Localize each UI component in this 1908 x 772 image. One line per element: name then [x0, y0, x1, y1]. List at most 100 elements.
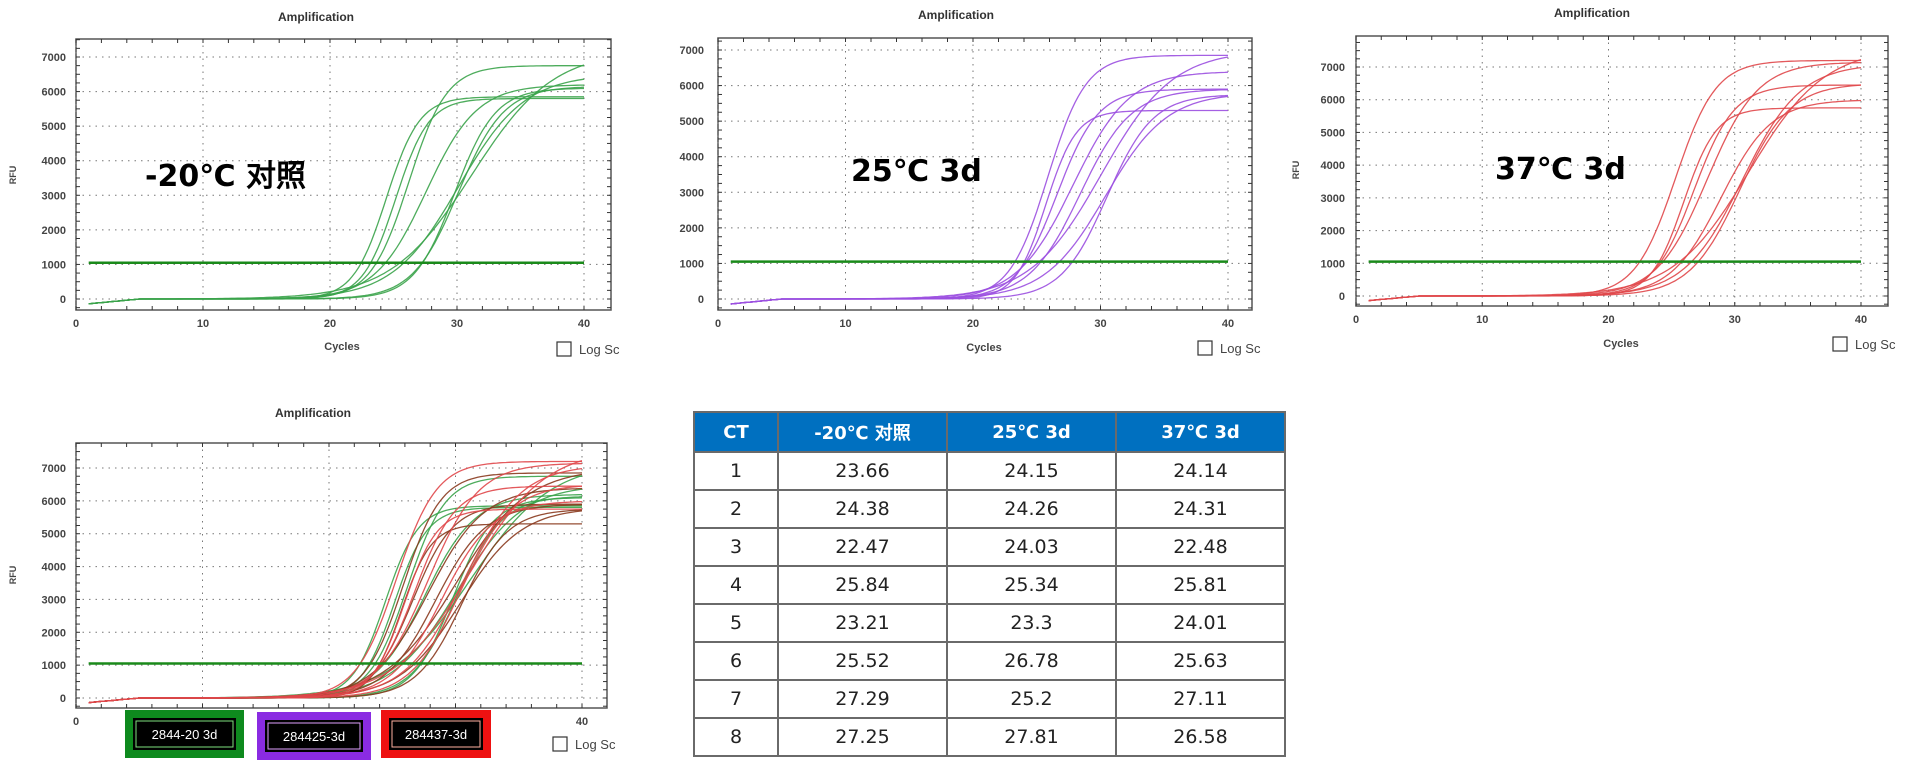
y-tick-label: 2000: [42, 225, 66, 237]
table-cell: 1: [693, 451, 779, 491]
y-tick-label: 1000: [680, 258, 704, 270]
y-tick-label: 3000: [1321, 193, 1345, 205]
table-cell: 25.34: [946, 565, 1117, 605]
y-tick-label: 5000: [42, 529, 66, 541]
table-cell: 25.84: [777, 565, 948, 605]
ct-table: CT -20℃ 对照 25℃ 3d 37℃ 3d 1 23.66 24.15 24.1…: [693, 411, 1286, 757]
table-row: 7 27.29 25.2 27.11: [693, 679, 1286, 719]
y-tick-label: 0: [60, 294, 66, 306]
y-tick-label: 6000: [680, 81, 704, 93]
table-cell: 24.26: [946, 489, 1117, 529]
x-tick-label: 0: [73, 318, 79, 330]
x-tick-label: 10: [839, 318, 851, 330]
legend-inner-border: [391, 720, 481, 748]
x-tick-label: 0: [715, 318, 721, 330]
log-scale-checkbox[interactable]: Log Sc: [556, 341, 620, 357]
y-tick-label: 5000: [42, 121, 66, 133]
x-tick-label: 40: [578, 318, 590, 330]
chart-title: Amplification: [918, 8, 994, 22]
log-scale-label: Log Sc: [1855, 337, 1896, 352]
amplification-curve: [88, 467, 583, 704]
x-tick-label: 10: [197, 318, 209, 330]
y-tick-label: 0: [60, 693, 66, 705]
checkbox-box[interactable]: [552, 736, 568, 752]
table-cell: 23.3: [946, 603, 1117, 643]
y-tick-label: 4000: [680, 152, 704, 164]
table-cell: 4: [693, 565, 779, 605]
x-axis-label: Cycles: [324, 341, 359, 353]
log-scale-label: Log Sc: [575, 737, 616, 752]
x-tick-label: 40: [576, 716, 588, 728]
table-cell: 25.2: [946, 679, 1117, 719]
table-cell: 22.48: [1115, 527, 1286, 567]
amplification-chart: Amplification 0 1000 2000 3000 4000 5000 6000 70…: [1291, 6, 1896, 352]
log-scale-checkbox[interactable]: Log Sc: [552, 736, 616, 752]
table-cell: 24.01: [1115, 603, 1286, 643]
amplification-curve: [1368, 66, 1862, 302]
amplification-curve: [88, 86, 585, 305]
x-tick-label: 20: [1602, 314, 1614, 326]
x-axis-label: Cycles: [966, 342, 1001, 354]
x-tick-label: 20: [967, 318, 979, 330]
table-cell: 3: [693, 527, 779, 567]
log-scale-checkbox[interactable]: Log Sc: [1832, 336, 1896, 352]
y-tick-label: 7000: [680, 45, 704, 57]
y-tick-label: 5000: [1321, 127, 1345, 139]
y-tick-label: 7000: [42, 52, 66, 64]
log-scale-label: Log Sc: [579, 342, 620, 357]
table-cell: 27.25: [777, 717, 948, 757]
table-cell: 25.52: [777, 641, 948, 681]
checkbox-box[interactable]: [556, 341, 572, 357]
table-cell: 24.38: [777, 489, 948, 529]
x-tick-label: 0: [73, 716, 79, 728]
y-tick-label: 6000: [42, 87, 66, 99]
y-tick-label: 3000: [42, 594, 66, 606]
table-cell: 2: [693, 489, 779, 529]
log-scale-checkbox[interactable]: Log Sc: [1197, 340, 1261, 356]
plot-area: [717, 37, 1253, 311]
legend-inner-border: [267, 722, 361, 750]
chart-title: Amplification: [1554, 6, 1630, 20]
condition-label: 37℃ 3d: [1495, 152, 1626, 187]
legend-box: [389, 718, 483, 750]
table-cell: 25.63: [1115, 641, 1286, 681]
table-header-row: CT -20℃ 对照 25℃ 3d 37℃ 3d: [693, 411, 1286, 453]
y-tick-label: 6000: [42, 496, 66, 508]
table-cell: 22.47: [777, 527, 948, 567]
y-tick-label: 4000: [42, 156, 66, 168]
checkbox-box[interactable]: [1197, 340, 1213, 356]
y-tick-label: 1000: [42, 259, 66, 271]
legend-item: 2844-20 3d: [125, 710, 244, 758]
plot-area: [75, 442, 608, 709]
y-tick-label: 0: [1339, 291, 1345, 303]
legend-label: 284425-3d: [283, 729, 345, 744]
y-tick-label: 2000: [1321, 226, 1345, 238]
table-cell: 7: [693, 679, 779, 719]
y-tick-label: 7000: [42, 463, 66, 475]
condition-label: 25℃ 3d: [851, 154, 982, 189]
x-tick-label: 40: [1222, 318, 1234, 330]
y-tick-label: 4000: [42, 562, 66, 574]
table-cell: 5: [693, 603, 779, 643]
table-row: 1 23.66 24.15 24.14: [693, 451, 1286, 491]
table-cell: 24.15: [946, 451, 1117, 491]
table-cell: 24.14: [1115, 451, 1286, 491]
chart-title: Amplification: [275, 406, 351, 420]
table-row: 6 25.52 26.78 25.63: [693, 641, 1286, 681]
y-axis-label: RFU: [1291, 161, 1301, 180]
x-tick-label: 30: [451, 318, 463, 330]
legend-label: 2844-20 3d: [152, 727, 218, 742]
chart-title: Amplification: [278, 10, 354, 24]
log-scale-label: Log Sc: [1220, 341, 1261, 356]
y-tick-label: 3000: [680, 187, 704, 199]
table-cell: 26.58: [1115, 717, 1286, 757]
table-row: 4 25.84 25.34 25.81: [693, 565, 1286, 605]
legend-box: [265, 720, 363, 752]
amplification-chart: Amplification 0 1000 2000 3000 4000 5000 6000 70…: [680, 8, 1261, 356]
amplification-curve: [730, 94, 1229, 305]
table-cell: 26.78: [946, 641, 1117, 681]
column-header: 37℃ 3d: [1115, 411, 1286, 453]
table-cell: 24.03: [946, 527, 1117, 567]
checkbox-box[interactable]: [1832, 336, 1848, 352]
